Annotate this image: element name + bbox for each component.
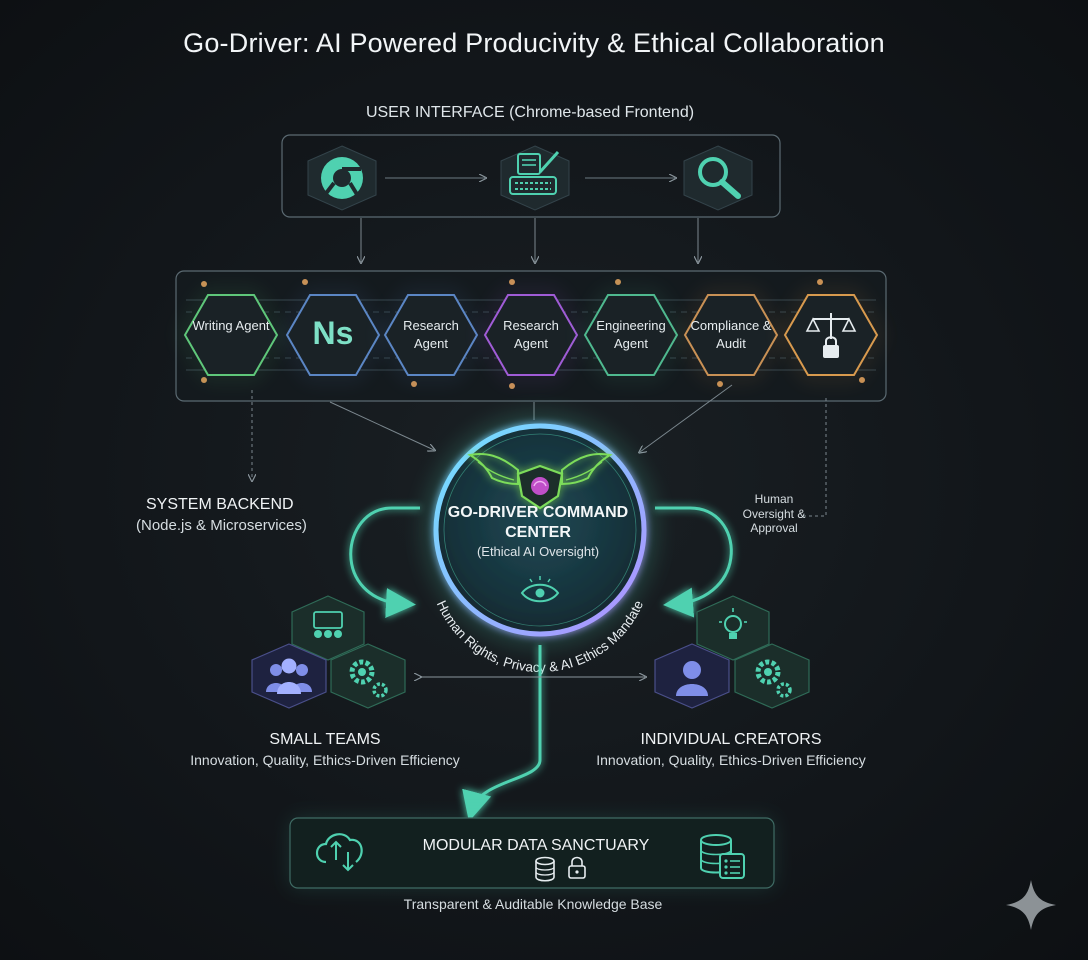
agent-hexagon-ns-agent (283, 292, 383, 378)
ui-to-agents-arrows (361, 218, 698, 262)
gears-icon (734, 643, 810, 709)
agent-hexagon-research-agent-blue (381, 292, 481, 378)
lock-icon (568, 856, 586, 879)
command-center (422, 412, 658, 648)
winged-shield-brain-icon (467, 452, 613, 510)
user-interface-label: USER INTERFACE (Chrome-based Frontend) (365, 104, 695, 121)
system-backend-subtitle: (Node.js & Microservices) (136, 517, 307, 534)
agent-label-ns-agent: Ns (312, 315, 354, 351)
agent-hexagon-research-agent-purple (481, 292, 581, 378)
small-teams-subtitle: Innovation, Quality, Ethics-Driven Effic… (190, 752, 460, 768)
page-title: Go-Driver: AI Powered Producivity & Ethi… (183, 28, 885, 58)
search-icon (683, 145, 753, 211)
agent-label-writing-agent: Writing Agent (192, 318, 270, 333)
database-list-icon (700, 834, 745, 879)
small-teams-icons (251, 595, 406, 709)
agent-hexagon-writing-agent (181, 292, 281, 378)
agent-label-research-agent-purple: Research Agent (503, 318, 559, 351)
cloud-sync-icon (315, 833, 363, 872)
command-center-title: GO-DRIVER COMMAND CENTER (447, 504, 629, 541)
flow-arrows (349, 506, 733, 822)
person-icon (654, 643, 730, 709)
individual-creators-title: INDIVIDUAL CREATORS (640, 731, 822, 748)
agents-to-command-arrows (252, 384, 827, 517)
gears-icon (330, 643, 406, 709)
individual-creators-icons (654, 595, 810, 709)
eye-icon (520, 576, 560, 603)
chrome-icon (307, 145, 377, 211)
data-sanctuary-panel (289, 817, 775, 889)
command-center-subtitle: (Ethical AI Oversight) (476, 544, 600, 559)
small-teams-title: SMALL TEAMS (269, 731, 381, 748)
team-presentation-icon (291, 595, 365, 661)
agent-hexagon-engineering-agent (581, 292, 681, 378)
group-icon (251, 643, 327, 709)
agent-label-compliance-audit-agent: Compliance & Audit (690, 318, 772, 351)
keyboard-edit-icon (500, 145, 570, 211)
agent-label-engineering-agent: Engineering Agent (596, 318, 666, 351)
data-sanctuary-title: MODULAR DATA SANCTUARY (422, 837, 650, 854)
data-sanctuary-subtitle: Transparent & Auditable Knowledge Base (403, 896, 663, 912)
user-interface-panel (281, 134, 781, 218)
agent-hexagon-compliance-audit-agent (681, 292, 781, 378)
lightbulb-icon (696, 595, 770, 661)
human-oversight-label: Human Oversight & Approval (742, 492, 806, 535)
system-backend-title: SYSTEM BACKEND (146, 496, 294, 513)
database-icon (535, 856, 555, 882)
sparkle-icon (1006, 880, 1056, 930)
individual-creators-subtitle: Innovation, Quality, Ethics-Driven Effic… (596, 752, 866, 768)
agent-label-research-agent-blue: Research Agent (403, 318, 459, 351)
scales-lock-icon (805, 313, 857, 358)
agents-row (181, 292, 881, 378)
